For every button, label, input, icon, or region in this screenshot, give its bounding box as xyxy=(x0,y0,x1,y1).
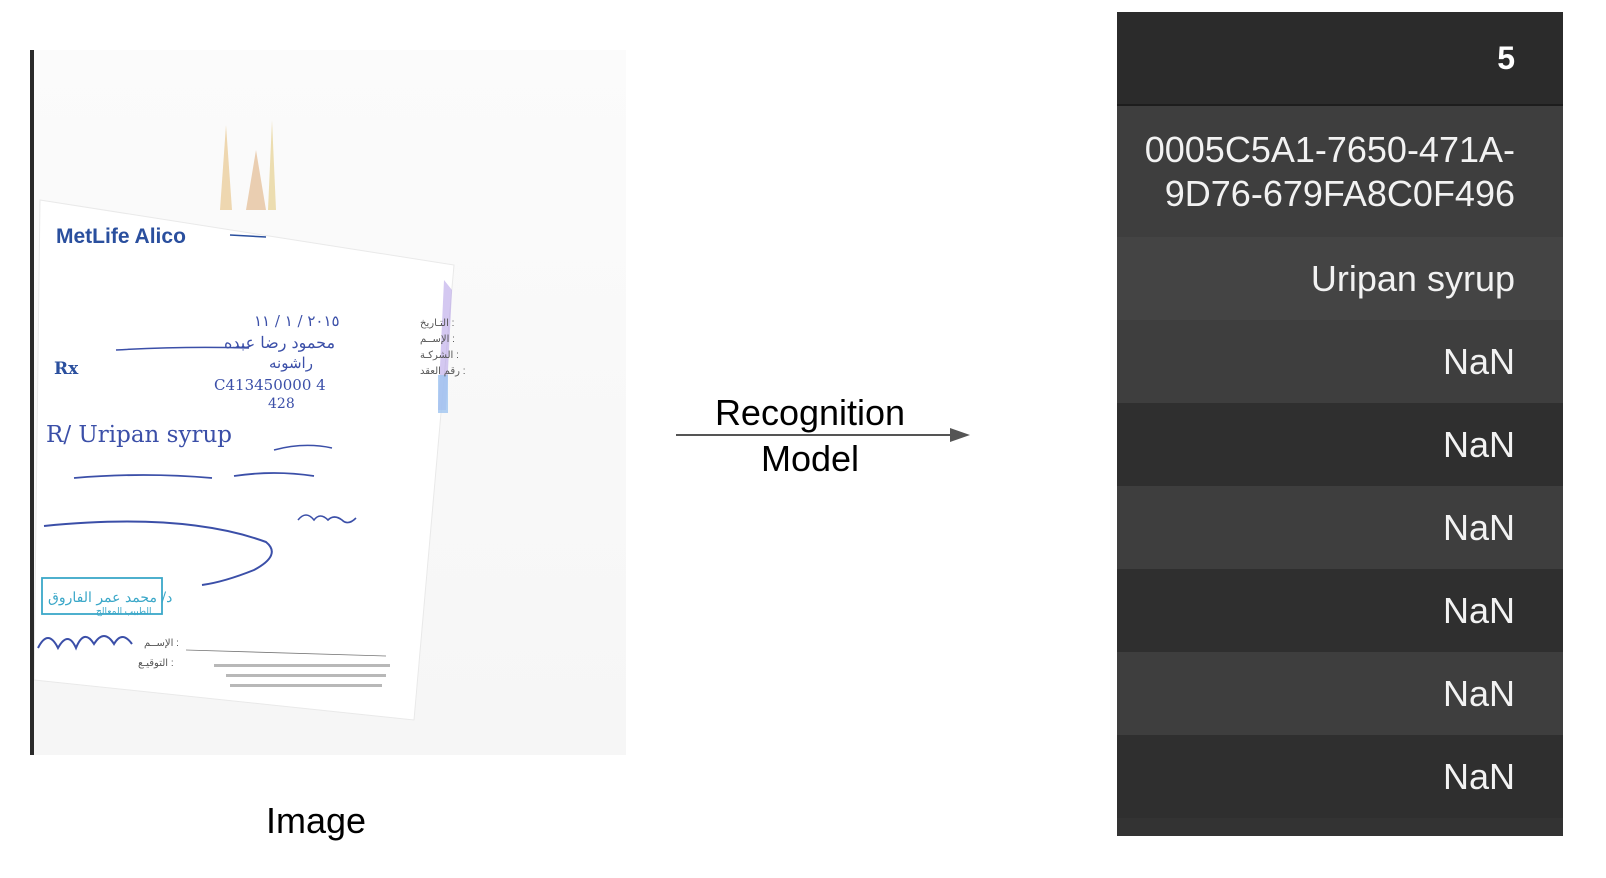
table-row: NaN xyxy=(1117,320,1563,403)
rx-mark: Rx xyxy=(54,359,79,379)
contract-value-2: 428 xyxy=(268,396,295,412)
table-row: NaN xyxy=(1117,403,1563,486)
name-value: محمود رضا عبده xyxy=(224,333,335,352)
label-contract: رقم العقد : xyxy=(420,366,466,377)
stamp-subtitle: الطبيب المعالج xyxy=(96,606,151,616)
table-row: NaN xyxy=(1117,569,1563,652)
table-header: 5 xyxy=(1117,12,1563,106)
prescription-drawing: ٢٠١٥ / ١ / ١١ محمود رضا عبده راشونه C413… xyxy=(34,120,466,721)
image-caption: Image xyxy=(265,800,367,841)
table-row: NaN xyxy=(1117,486,1563,569)
table-row: NaN xyxy=(1117,652,1563,735)
doctor-stamp: د/ محمد عمر الفاروق xyxy=(48,590,172,606)
arrow-label-line1: Recognition xyxy=(714,392,906,433)
date-value: ٢٠١٥ / ١ / ١١ xyxy=(254,312,340,330)
label-company: الشركـة : xyxy=(420,350,459,361)
footer-label-name: الإســم : xyxy=(144,638,179,649)
table-row: NaN xyxy=(1117,735,1563,818)
table-row-id: 0005C5A1-7650-471A-9D76-679FA8C0F496 xyxy=(1117,106,1563,237)
company-value: راشونه xyxy=(269,354,313,372)
table-cell: 0005C5A1-7650-471A-9D76-679FA8C0F496 xyxy=(1144,128,1515,214)
arrow-label-line2: Model xyxy=(760,438,860,479)
recognition-arrow xyxy=(676,428,970,442)
metlife-logo: MetLife Alico xyxy=(56,225,186,248)
prescription-image: ٢٠١٥ / ١ / ١١ محمود رضا عبده راشونه C413… xyxy=(30,50,626,755)
result-table: 5 0005C5A1-7650-471A-9D76-679FA8C0F496 U… xyxy=(1117,12,1563,836)
label-date: التـاريخ : xyxy=(420,318,454,329)
contract-value: C413450000 4 xyxy=(214,376,326,394)
label-name: الإســم : xyxy=(420,334,455,345)
table-row: Uripan syrup xyxy=(1117,237,1563,320)
prescription-text: R/ Uripan syrup xyxy=(46,422,232,448)
footer-label-signature: التوقيـع : xyxy=(138,658,174,669)
